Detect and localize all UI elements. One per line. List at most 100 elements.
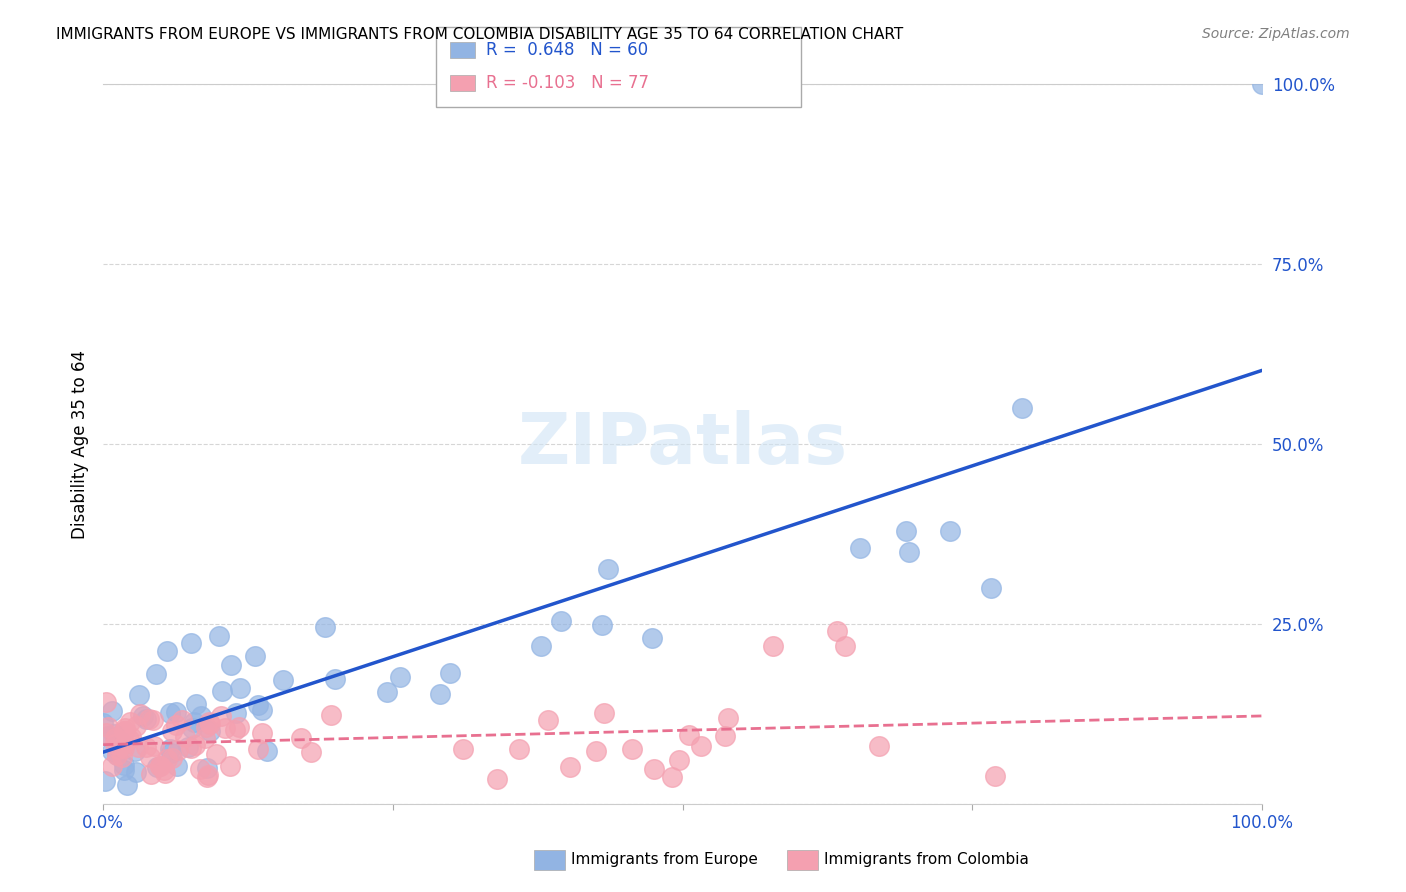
Point [112,724,135,739]
Text: Immigrants from Colombia: Immigrants from Colombia [824,853,1029,867]
Point [439,665,461,680]
Point [229,681,252,695]
Point [127,740,149,755]
Point [104,737,127,751]
Point [125,719,148,733]
Point [142,739,165,754]
Point [429,687,451,701]
Point [984,769,1007,783]
Point [938,524,960,538]
Point [101,744,124,758]
Point [377,685,399,699]
Point [200,717,222,731]
Point [139,767,162,781]
Text: R = -0.103   N = 77: R = -0.103 N = 77 [486,74,650,92]
Point [135,712,157,726]
Point [124,744,146,758]
Text: R =  0.648   N = 60: R = 0.648 N = 60 [486,41,648,59]
Point [848,541,870,555]
Point [97,729,120,743]
Point [273,673,295,687]
Point [180,635,202,649]
Point [256,744,278,758]
Point [641,631,664,645]
Point [149,759,172,773]
Point [243,648,266,663]
Point [678,728,700,742]
Point [194,720,217,734]
Text: ZIPatlas: ZIPatlas [517,409,848,479]
Point [198,714,221,729]
Point [593,706,616,720]
Point [97,720,120,734]
Point [585,743,607,757]
Point [689,739,711,754]
Point [894,524,917,538]
Point [105,747,128,762]
Point [135,740,157,755]
Point [197,767,219,781]
Point [550,614,572,628]
Point [246,741,269,756]
Point [714,729,737,743]
Point [388,669,411,683]
Point [195,761,218,775]
Point [1011,401,1033,416]
Point [166,759,188,773]
Point [214,721,236,735]
Point [200,723,222,738]
Point [219,758,242,772]
Point [172,714,194,728]
Point [898,545,921,559]
Point [451,742,474,756]
Point [111,750,134,764]
Text: IMMIGRANTS FROM EUROPE VS IMMIGRANTS FROM COLOMBIA DISABILITY AGE 35 TO 64 CORRE: IMMIGRANTS FROM EUROPE VS IMMIGRANTS FRO… [56,27,904,42]
Point [159,706,181,721]
Point [110,734,132,748]
Point [114,723,136,738]
Point [174,730,197,744]
Point [868,739,890,753]
Point [530,639,553,653]
Point [103,727,125,741]
Point [621,742,644,756]
Point [128,688,150,702]
Point [183,714,205,729]
Point [314,620,336,634]
Point [93,715,115,730]
Point [181,721,204,735]
Point [139,750,162,764]
Point [162,750,184,764]
Point [153,766,176,780]
Point [643,763,665,777]
Point [485,772,508,786]
Point [299,745,322,759]
Point [228,720,250,734]
Point [94,774,117,789]
Point [112,758,135,772]
Point [115,778,138,792]
Point [825,624,848,639]
Point [211,684,233,698]
Point [120,730,142,744]
Point [128,706,150,721]
Point [112,741,135,756]
Point [94,695,117,709]
Point [208,629,231,643]
Point [100,759,122,773]
Point [250,703,273,717]
Point [112,737,135,751]
Point [138,713,160,727]
Point [160,723,183,738]
Point [980,581,1002,595]
Point [149,759,172,773]
Point [209,708,232,723]
Text: Immigrants from Europe: Immigrants from Europe [571,853,758,867]
Point [762,639,785,653]
Point [205,747,228,762]
Point [190,709,212,723]
Point [180,741,202,756]
Point [166,743,188,757]
Point [155,752,177,766]
Point [188,763,211,777]
